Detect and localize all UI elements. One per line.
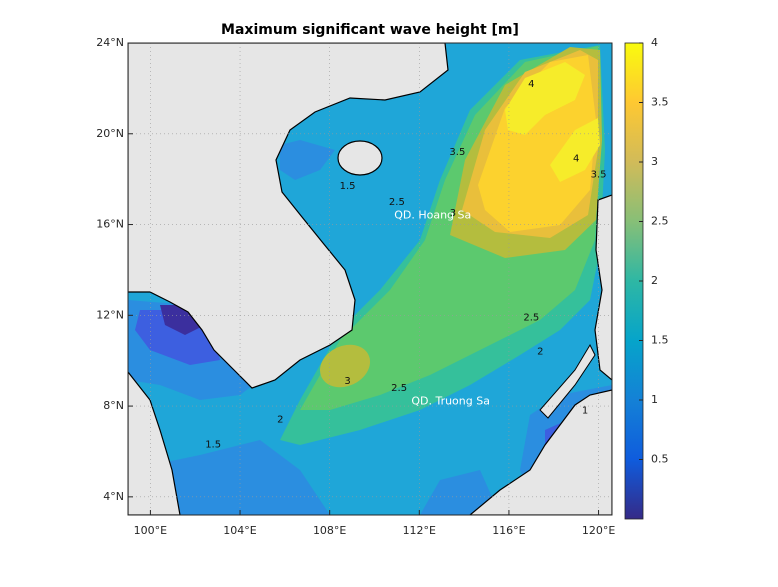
labels: 100°E 104°E 108°E 112°E 116°E 120°E 4°N 8°N 12°N…: [96, 36, 615, 537]
sea-level-1: [128, 440, 500, 515]
land-hainan: [337, 140, 383, 176]
contour-label: 2.5: [391, 383, 407, 394]
colorbar-tick-label: 3: [651, 155, 658, 168]
contour-label: 2.5: [389, 197, 405, 208]
land-philippines: [594, 194, 612, 381]
contour-label: 2: [537, 347, 543, 358]
sea-level-max: [505, 62, 585, 135]
x-tick-label: 112°E: [403, 524, 436, 537]
land-mainland: [128, 43, 449, 389]
contour-label: 3: [344, 376, 350, 387]
contour-label: 2.5: [523, 313, 539, 324]
plot-frame: [127, 42, 613, 516]
place-label: QD. Hoang Sa: [394, 208, 471, 221]
colorbar-tick-label: 3.5: [651, 96, 669, 109]
contour-label: 1: [582, 406, 588, 417]
colorbar-tick-label: 2: [651, 274, 658, 287]
chart-title: Maximum significant wave height [m]: [221, 22, 519, 38]
contour-label: 3: [450, 208, 456, 219]
contour-label: 3.5: [591, 170, 607, 181]
x-tick-label: 120°E: [582, 524, 615, 537]
x-tick-label: 100°E: [134, 524, 167, 537]
place-label: QD. Truong Sa: [411, 395, 490, 408]
land-peninsula: [128, 371, 181, 515]
land-borneo: [469, 389, 612, 515]
colorbar-tick-label: 1: [651, 393, 658, 406]
tonkin-level-1: [280, 140, 335, 180]
contour-label: 1.5: [340, 181, 356, 192]
y-tick-label: 20°N: [96, 127, 124, 140]
x-tick-label: 104°E: [223, 524, 256, 537]
y-tick-label: 12°N: [96, 308, 124, 321]
grid: [128, 42, 612, 515]
y-tick-label: 24°N: [96, 36, 124, 49]
y-tick-label: 4°N: [103, 490, 124, 503]
contour-label: 2: [277, 415, 283, 426]
x-tick-label: 116°E: [492, 524, 525, 537]
contour-label: 4: [528, 79, 534, 90]
contour-label: 1.5: [205, 440, 221, 451]
sea-level-max: [550, 118, 600, 182]
contour-label: 4: [573, 154, 579, 165]
colorbar-tick-label: 1.5: [651, 334, 669, 347]
colorbar-tick-label: 4: [651, 36, 658, 49]
land-palawan: [539, 343, 596, 419]
map-field: [128, 43, 612, 515]
x-tick-label: 108°E: [313, 524, 346, 537]
y-tick-label: 16°N: [96, 218, 124, 231]
y-tick-label: 8°N: [103, 399, 124, 412]
colorbar-tick-label: 2.5: [651, 215, 669, 228]
sea-level-3: [319, 344, 371, 388]
colorbar-tick-label: 0.5: [651, 453, 669, 466]
contour-label: 3.5: [449, 147, 465, 158]
